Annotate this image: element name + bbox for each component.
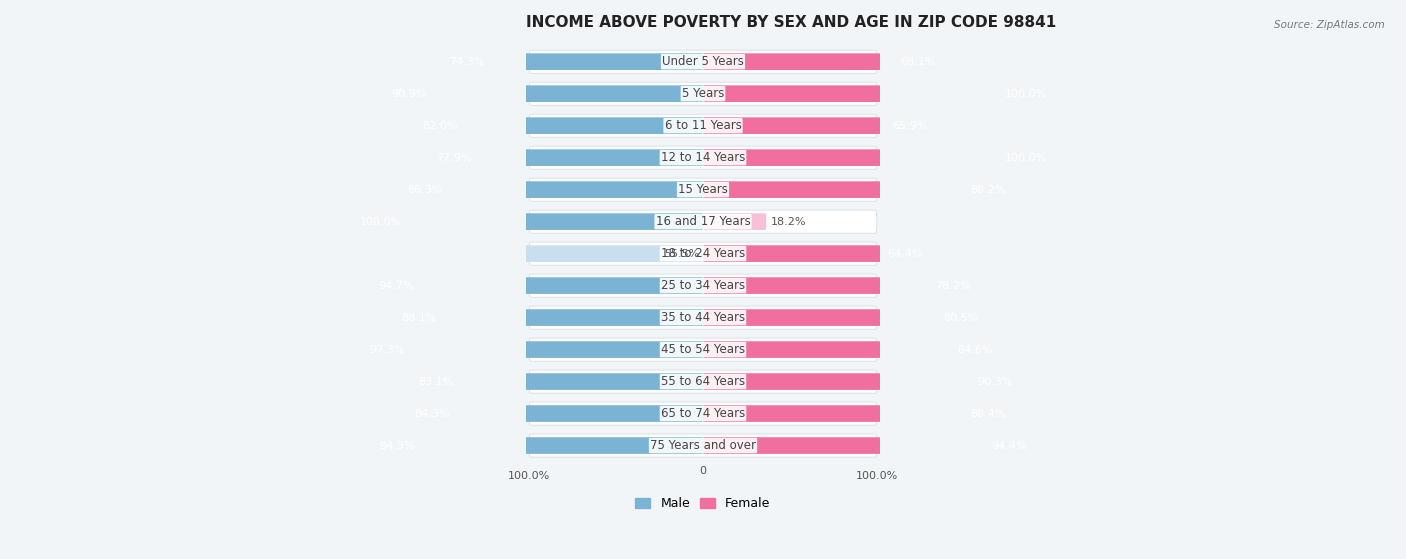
Text: 45 to 54 Years: 45 to 54 Years — [661, 343, 745, 356]
Text: 94.7%: 94.7% — [378, 281, 413, 291]
Text: 80.5%: 80.5% — [943, 312, 979, 323]
FancyBboxPatch shape — [529, 402, 877, 425]
FancyBboxPatch shape — [409, 405, 703, 422]
Text: 18.2%: 18.2% — [770, 217, 806, 226]
FancyBboxPatch shape — [703, 86, 1050, 102]
Text: 12 to 14 Years: 12 to 14 Years — [661, 151, 745, 164]
FancyBboxPatch shape — [703, 53, 939, 70]
FancyBboxPatch shape — [396, 309, 703, 326]
FancyBboxPatch shape — [703, 373, 1017, 390]
Text: 0: 0 — [700, 466, 706, 476]
Text: 100.0%: 100.0% — [1004, 89, 1046, 99]
FancyBboxPatch shape — [404, 181, 703, 198]
Text: 25 to 34 Years: 25 to 34 Years — [661, 279, 745, 292]
Text: 18 to 24 Years: 18 to 24 Years — [661, 247, 745, 260]
FancyBboxPatch shape — [529, 434, 877, 457]
Text: 84.6%: 84.6% — [957, 344, 993, 354]
FancyBboxPatch shape — [703, 214, 766, 230]
Text: 90.9%: 90.9% — [391, 89, 426, 99]
Text: Source: ZipAtlas.com: Source: ZipAtlas.com — [1274, 20, 1385, 30]
FancyBboxPatch shape — [374, 277, 703, 294]
Text: 55 to 64 Years: 55 to 64 Years — [661, 375, 745, 388]
FancyBboxPatch shape — [413, 373, 703, 390]
Text: 68.1%: 68.1% — [900, 56, 935, 67]
Text: 74.3%: 74.3% — [449, 56, 484, 67]
Text: 6 to 11 Years: 6 to 11 Years — [665, 119, 741, 132]
FancyBboxPatch shape — [432, 149, 703, 166]
FancyBboxPatch shape — [703, 117, 932, 134]
FancyBboxPatch shape — [529, 50, 877, 73]
FancyBboxPatch shape — [703, 277, 974, 294]
FancyBboxPatch shape — [364, 341, 703, 358]
Text: 75 Years and over: 75 Years and over — [650, 439, 756, 452]
FancyBboxPatch shape — [529, 114, 877, 137]
Text: 5 Years: 5 Years — [682, 87, 724, 100]
Text: 86.3%: 86.3% — [408, 184, 443, 195]
FancyBboxPatch shape — [375, 437, 703, 454]
Text: 16 and 17 Years: 16 and 17 Years — [655, 215, 751, 228]
Text: INCOME ABOVE POVERTY BY SEX AND AGE IN ZIP CODE 98841: INCOME ABOVE POVERTY BY SEX AND AGE IN Z… — [526, 15, 1056, 30]
Text: 88.2%: 88.2% — [970, 184, 1005, 195]
FancyBboxPatch shape — [529, 146, 877, 169]
FancyBboxPatch shape — [703, 309, 983, 326]
FancyBboxPatch shape — [444, 53, 703, 70]
FancyBboxPatch shape — [529, 210, 877, 233]
FancyBboxPatch shape — [703, 181, 1010, 198]
FancyBboxPatch shape — [529, 370, 877, 393]
FancyBboxPatch shape — [703, 341, 997, 358]
Legend: Male, Female: Male, Female — [630, 492, 776, 515]
Text: 88.1%: 88.1% — [401, 312, 436, 323]
Text: 88.4%: 88.4% — [970, 409, 1007, 419]
FancyBboxPatch shape — [529, 338, 877, 361]
FancyBboxPatch shape — [529, 82, 877, 105]
FancyBboxPatch shape — [529, 274, 877, 297]
Text: 35 to 44 Years: 35 to 44 Years — [661, 311, 745, 324]
Text: 78.2%: 78.2% — [935, 281, 970, 291]
FancyBboxPatch shape — [703, 149, 1050, 166]
FancyBboxPatch shape — [529, 178, 877, 201]
FancyBboxPatch shape — [510, 245, 703, 262]
FancyBboxPatch shape — [387, 86, 703, 102]
Text: 97.3%: 97.3% — [368, 344, 405, 354]
FancyBboxPatch shape — [703, 405, 1011, 422]
Text: 82.0%: 82.0% — [422, 121, 457, 131]
FancyBboxPatch shape — [703, 437, 1031, 454]
Text: 94.4%: 94.4% — [991, 440, 1028, 451]
FancyBboxPatch shape — [418, 117, 703, 134]
FancyBboxPatch shape — [529, 306, 877, 329]
Text: 84.3%: 84.3% — [413, 409, 450, 419]
Text: 55.5%: 55.5% — [664, 249, 700, 259]
Text: 65.9%: 65.9% — [893, 121, 928, 131]
FancyBboxPatch shape — [356, 214, 703, 230]
Text: 90.3%: 90.3% — [977, 377, 1012, 387]
Text: 100.0%: 100.0% — [1004, 153, 1046, 163]
Text: 15 Years: 15 Years — [678, 183, 728, 196]
Text: 83.1%: 83.1% — [418, 377, 454, 387]
Text: Under 5 Years: Under 5 Years — [662, 55, 744, 68]
Text: 94.3%: 94.3% — [380, 440, 415, 451]
Text: 77.9%: 77.9% — [436, 153, 472, 163]
Text: 64.4%: 64.4% — [887, 249, 922, 259]
FancyBboxPatch shape — [529, 242, 877, 265]
Text: 100.0%: 100.0% — [360, 217, 402, 226]
FancyBboxPatch shape — [703, 245, 927, 262]
Text: 65 to 74 Years: 65 to 74 Years — [661, 407, 745, 420]
